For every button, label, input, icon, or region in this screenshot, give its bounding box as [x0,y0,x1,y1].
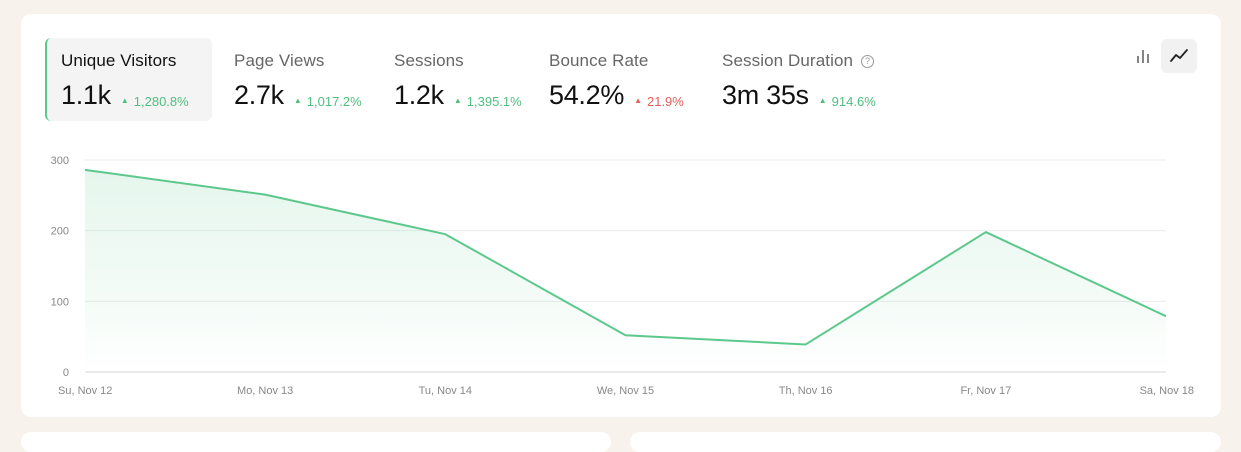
series-area [85,170,1166,372]
x-tick-label: Mo, Nov 13 [237,385,293,397]
x-tick-label: We, Nov 15 [597,385,654,397]
y-tick-label: 300 [51,155,69,167]
x-tick-label: Su, Nov 12 [58,385,112,397]
y-tick-label: 100 [51,296,69,308]
y-tick-label: 0 [63,367,69,379]
x-tick-label: Fr, Nov 17 [960,385,1011,397]
x-tick-label: Th, Nov 16 [779,385,833,397]
visitors-line-chart: 0 100 200 300 Su, Nov 12 Mo, Nov 13 Tu, Nov 14… [0,0,1241,437]
y-tick-label: 200 [51,226,69,238]
x-tick-label: Tu, Nov 14 [419,385,472,397]
x-tick-label: Sa, Nov 18 [1140,385,1194,397]
